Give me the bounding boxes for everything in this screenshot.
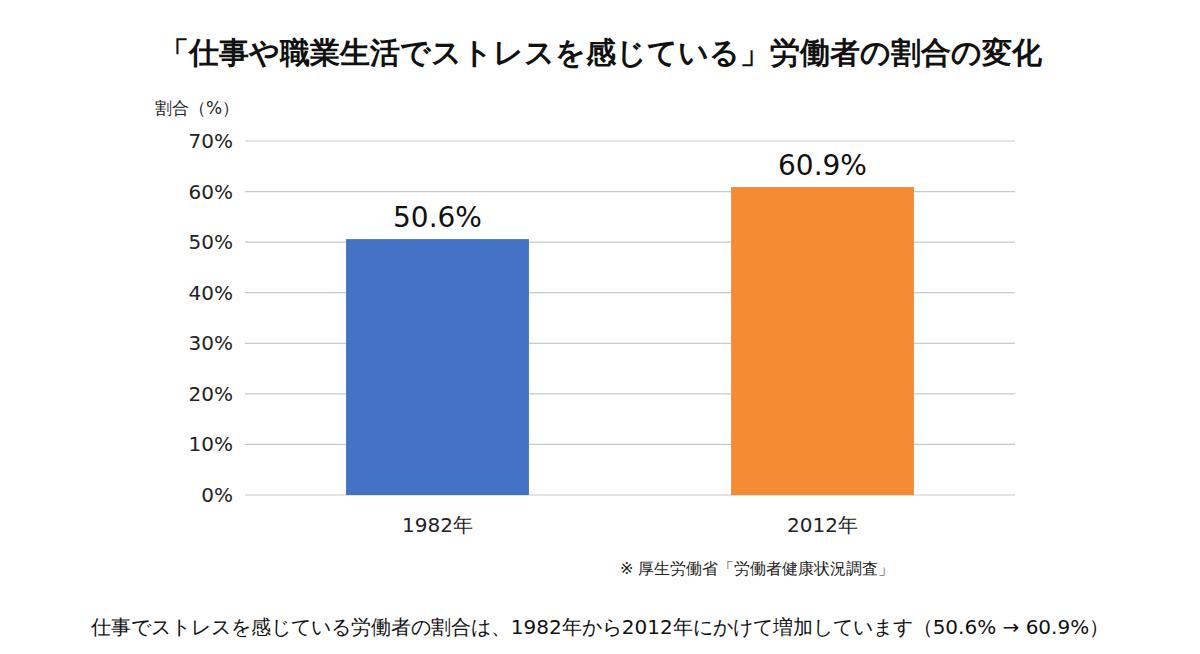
title: 「仕事や職業生活でストレスを感じている」労働者の割合の変化 bbox=[159, 35, 1043, 70]
x-tick-label: 2012年 bbox=[787, 513, 858, 537]
y-axis-label: 割合（%） bbox=[155, 98, 239, 118]
data-label: 60.9% bbox=[778, 149, 867, 182]
bar bbox=[731, 187, 914, 495]
background bbox=[0, 0, 1200, 654]
y-tick-label: 50% bbox=[189, 230, 233, 254]
y-tick-label: 70% bbox=[189, 129, 233, 153]
x-tick-label: 1982年 bbox=[402, 513, 473, 537]
y-tick-label: 10% bbox=[189, 432, 233, 456]
bars bbox=[346, 187, 914, 495]
y-tick-label: 0% bbox=[201, 483, 233, 507]
source-note: ※ 厚生労働省「労働者健康状況調査」 bbox=[620, 559, 895, 578]
grid bbox=[245, 141, 1015, 495]
y-tick-label: 60% bbox=[189, 180, 233, 204]
grid-line bbox=[245, 140, 1015, 141]
y-tick-label: 30% bbox=[189, 331, 233, 355]
y-tick-label: 20% bbox=[189, 382, 233, 406]
y-tick-label: 40% bbox=[189, 281, 233, 305]
chart: 「仕事や職業生活でストレスを感じている」労働者の割合の変化割合（%） 0% 10% 2… bbox=[0, 0, 1200, 654]
caption: 仕事でストレスを感じている労働者の割合は、1982年から2012年にかけて増加し… bbox=[90, 615, 1109, 639]
data-label: 50.6% bbox=[393, 201, 482, 234]
bar bbox=[346, 239, 529, 495]
